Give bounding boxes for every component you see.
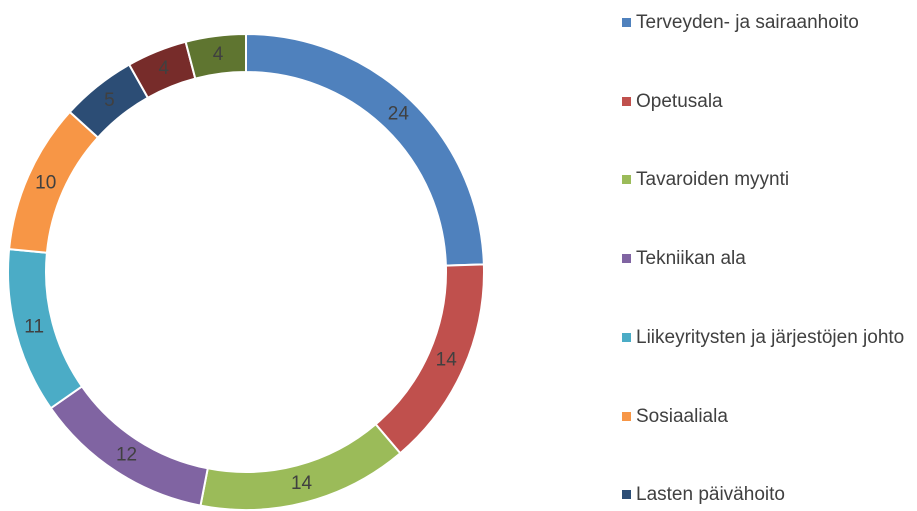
legend-swatch bbox=[622, 175, 631, 185]
legend-label: Tekniikan ala bbox=[636, 248, 746, 270]
legend-swatch bbox=[622, 411, 631, 421]
legend: Terveyden- ja sairaanhoito Opetusala Tavar… bbox=[620, 0, 915, 511]
legend-swatch bbox=[622, 490, 631, 500]
data-label: 12 bbox=[116, 445, 137, 466]
donut-slice bbox=[245, 32, 485, 267]
legend-swatch bbox=[622, 96, 631, 106]
legend-label: Lasten päivähoito bbox=[636, 484, 785, 506]
data-label: 5 bbox=[104, 90, 115, 111]
data-label: 4 bbox=[213, 44, 224, 65]
legend-label: Tavaroiden myynti bbox=[636, 169, 790, 191]
donut-slice bbox=[199, 422, 402, 511]
legend-label: Sosiaaliala bbox=[636, 405, 728, 427]
donut-slice bbox=[374, 263, 485, 455]
legend-label: Opetusala bbox=[636, 90, 723, 112]
legend-swatch bbox=[622, 254, 631, 264]
chart: 24 14 14 12 11 10 5 4 4 bbox=[7, 32, 485, 511]
legend-label: Terveyden- ja sairaanhoito bbox=[636, 12, 859, 33]
data-label: 14 bbox=[436, 350, 458, 371]
data-label: 10 bbox=[35, 172, 56, 193]
data-label: 14 bbox=[291, 473, 313, 494]
donut-slice bbox=[184, 32, 247, 80]
data-label: 24 bbox=[388, 104, 410, 125]
donut-slice bbox=[7, 248, 84, 410]
data-label: 4 bbox=[159, 58, 170, 79]
legend-swatch bbox=[622, 18, 631, 27]
data-label: 11 bbox=[24, 317, 44, 338]
legend-label: Liikeyritysten ja järjestöjen johto bbox=[636, 326, 905, 348]
legend-swatch bbox=[622, 332, 631, 342]
